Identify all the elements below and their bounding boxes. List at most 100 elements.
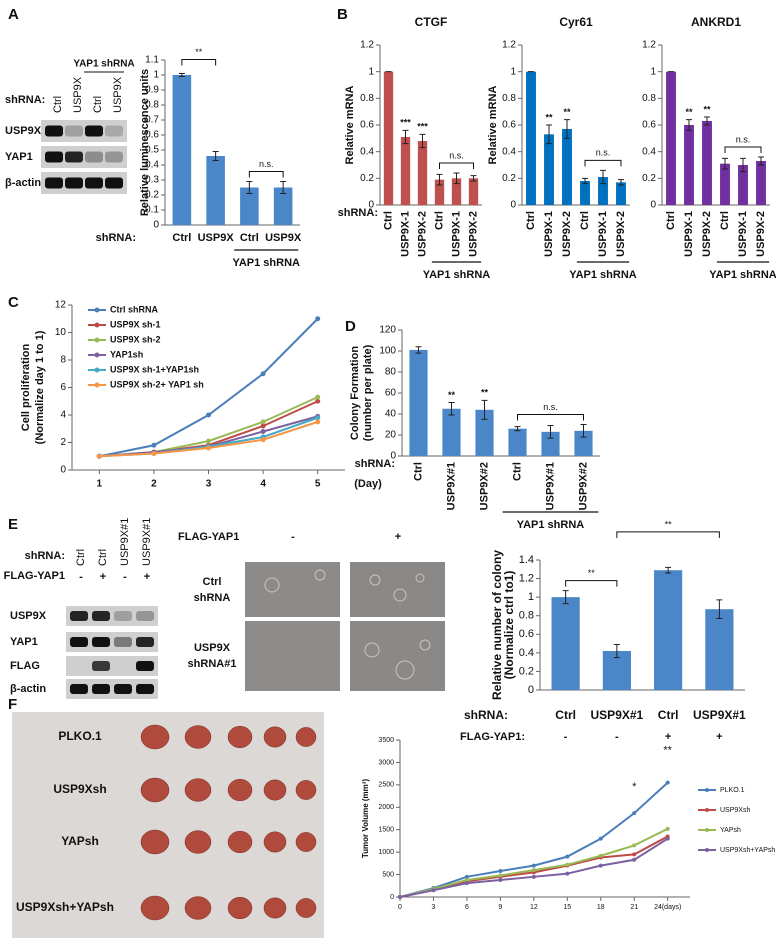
y-tick-label: 3500: [378, 737, 394, 744]
legend-marker: [94, 367, 100, 373]
blot-column-label: Ctrl: [97, 549, 109, 566]
x-tick-label: Ctrl: [525, 211, 537, 230]
series-marker: [464, 877, 469, 882]
blot-strip: [41, 146, 127, 168]
x-tick-label: USP9X-1: [683, 211, 695, 257]
y-tick-label: 6: [60, 382, 66, 393]
series-marker: [565, 854, 570, 859]
y-tick-label: 1: [528, 591, 534, 603]
significance-bracket: [565, 580, 618, 587]
bar: [551, 597, 580, 690]
series-marker: [260, 437, 266, 443]
significance-bracket: [616, 531, 720, 538]
y-tick-label: 0.6: [145, 130, 159, 141]
image-column-label: +: [395, 531, 401, 543]
blot-band: [45, 151, 63, 163]
x-tick-label: USP9X#1: [445, 462, 457, 510]
error-bar: [481, 399, 488, 420]
legend-marker: [94, 352, 100, 358]
y-tick-label: 100: [379, 346, 396, 357]
bar: [654, 570, 683, 690]
x-tick-label: Ctrl: [172, 232, 191, 244]
blot-band: [136, 611, 154, 621]
x-tick-label: USP9X-2: [755, 211, 767, 257]
series-marker: [598, 863, 603, 868]
y-tick-label: 20: [385, 430, 397, 441]
panel-label: B: [337, 6, 348, 23]
x-tick-label: USP9X-1: [399, 211, 411, 257]
x-axis-label: (Day): [354, 478, 382, 490]
error-bar: [415, 346, 422, 354]
blot-band: [105, 177, 123, 189]
y-tick-label: 0.7: [145, 115, 159, 126]
group-label: YAP1 shRNA: [709, 269, 776, 281]
error-bar: [665, 566, 672, 574]
y-tick-label: 0: [368, 200, 374, 211]
error-bar: [740, 157, 746, 173]
y-axis-label: Relative mRNA: [487, 86, 499, 165]
significance-bracket: [517, 414, 584, 421]
x-tick-label: USP9X-2: [615, 211, 627, 257]
legend-marker: [705, 828, 709, 832]
tumor: [263, 831, 287, 853]
significance-label: **: [588, 568, 596, 578]
blot-band: [85, 177, 103, 189]
tumor-row-label: YAPsh: [61, 834, 99, 848]
significance-label: n.s.: [736, 134, 751, 144]
x-tick-label: USP9X-1: [450, 211, 462, 257]
y-tick-label: 0: [390, 894, 394, 901]
y-tick-label: 500: [382, 871, 394, 878]
tumor: [227, 830, 253, 854]
image-column-label: -: [291, 531, 295, 543]
legend-label: Ctrl shRNA: [110, 304, 159, 314]
series-marker: [260, 371, 266, 377]
bar: [738, 165, 748, 205]
bar: [705, 609, 734, 690]
colony-image: [245, 562, 340, 617]
x-tick-label: USP9X-1: [543, 211, 555, 257]
y-tick-label: 1: [368, 66, 374, 77]
group-label: YAP1 shRNA: [423, 269, 491, 281]
y-tick-label: 80: [385, 367, 397, 378]
error-bar: [212, 151, 219, 161]
error-bar: [722, 157, 728, 170]
y-tick-label: 0.8: [360, 93, 374, 104]
y-tick-label: 2500: [378, 782, 394, 789]
x-axis-label: shRNA:: [355, 458, 395, 470]
error-bar: [600, 169, 606, 185]
blot-band: [92, 661, 110, 671]
x-tick-label: Ctrl: [658, 708, 679, 722]
x-tick-label: USP9X#2: [577, 462, 589, 510]
blot-column-label: USP9X: [72, 76, 84, 113]
blot-row-header: shRNA:: [25, 550, 65, 562]
y-tick-label: 0.2: [145, 190, 159, 201]
y-tick-label: 0.2: [642, 173, 656, 184]
blot-column-label: USP9X#1: [141, 518, 153, 566]
x-tick-label: 2: [151, 479, 157, 490]
significance-label: n.s.: [596, 148, 611, 158]
error-bar: [436, 173, 443, 186]
series-marker: [531, 874, 536, 879]
blot-band: [65, 177, 83, 189]
tumor: [295, 727, 317, 747]
legend-label: USP9X sh-2: [110, 334, 161, 344]
tumor-row-label: USP9Xsh+YAPsh: [16, 900, 114, 914]
error-bar: [547, 425, 554, 439]
blot-band: [45, 125, 63, 137]
panel-label: C: [8, 294, 19, 311]
blot-row-label: USP9X: [5, 125, 42, 137]
series-marker: [632, 852, 637, 857]
y-tick-label: 0.6: [519, 628, 534, 640]
error-bar: [470, 175, 477, 182]
x-tick-label: USP9X#1: [693, 708, 746, 722]
y-tick-label: 4: [60, 410, 66, 421]
blot-strip: [41, 120, 127, 142]
x-tick-label: 15: [563, 904, 571, 911]
blot-row-header: shRNA:: [5, 94, 45, 106]
blot-band: [92, 637, 110, 647]
colony-image: [245, 621, 340, 691]
significance-label: ***: [417, 122, 428, 132]
series-marker: [531, 868, 536, 873]
